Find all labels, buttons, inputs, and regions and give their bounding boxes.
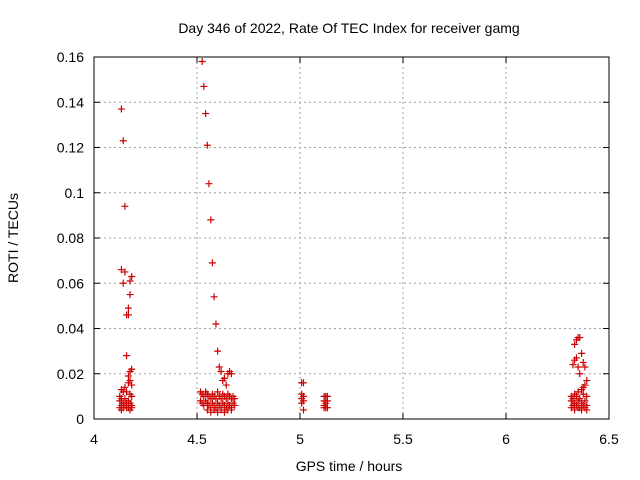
data-point xyxy=(227,370,235,378)
x-tick-label: 4 xyxy=(90,431,98,447)
data-points xyxy=(116,58,591,416)
data-point xyxy=(300,406,308,414)
data-point xyxy=(583,377,591,385)
x-tick-label: 6.5 xyxy=(599,431,619,447)
data-point xyxy=(123,352,131,360)
y-axis: 0 0.02 0.04 0.06 0.08 0.1 0.12 0.14 0.16 xyxy=(57,49,609,427)
data-point xyxy=(119,279,127,287)
data-point xyxy=(124,311,132,319)
data-point xyxy=(576,370,584,378)
data-point xyxy=(571,340,579,348)
data-point xyxy=(215,363,223,371)
data-point xyxy=(214,408,222,416)
x-axis: 4 4.5 5 5.5 6 6.5 xyxy=(90,57,619,447)
data-point xyxy=(205,180,213,188)
data-point xyxy=(581,397,589,405)
data-point xyxy=(576,334,584,342)
data-point xyxy=(220,408,228,416)
data-point xyxy=(117,406,125,414)
data-point xyxy=(207,216,215,224)
y-tick-label: 0.16 xyxy=(57,49,84,65)
data-point xyxy=(220,374,228,382)
x-axis-label: GPS time / hours xyxy=(296,458,403,474)
data-point xyxy=(208,259,216,267)
x-tick-label: 6 xyxy=(502,431,510,447)
data-point xyxy=(583,392,591,400)
x-tick-label: 4.5 xyxy=(187,431,207,447)
data-point xyxy=(583,406,591,414)
y-tick-label: 0.08 xyxy=(57,230,84,246)
data-point xyxy=(121,395,129,403)
data-point xyxy=(126,367,134,375)
data-point xyxy=(581,363,589,371)
data-point xyxy=(579,390,587,398)
y-tick-label: 0.14 xyxy=(57,94,84,110)
plot-frame xyxy=(93,56,610,420)
data-point xyxy=(574,388,582,396)
data-point xyxy=(116,397,124,405)
data-point xyxy=(200,82,208,90)
y-tick-label: 0.1 xyxy=(65,185,85,201)
data-point xyxy=(198,58,206,66)
y-tick-label: 0 xyxy=(76,411,84,427)
x-tick-label: 5.5 xyxy=(393,431,413,447)
y-tick-label: 0.02 xyxy=(57,366,84,382)
y-axis-label: ROTI / TECUs xyxy=(5,193,21,283)
data-point xyxy=(578,349,586,357)
data-point xyxy=(217,367,225,375)
y-tick-label: 0.12 xyxy=(57,140,84,156)
chart-title: Day 346 of 2022, Rate Of TEC Index for r… xyxy=(178,20,519,36)
data-point xyxy=(121,202,129,210)
data-point xyxy=(574,404,582,412)
data-point xyxy=(124,304,132,312)
data-point xyxy=(222,381,230,389)
data-point xyxy=(123,388,131,396)
data-point xyxy=(298,399,306,407)
data-point xyxy=(210,406,218,414)
data-point xyxy=(320,404,328,412)
data-point xyxy=(579,358,587,366)
data-point xyxy=(117,266,125,274)
data-point xyxy=(203,141,211,149)
data-point xyxy=(214,388,222,396)
x-tick-label: 5 xyxy=(296,431,304,447)
data-point xyxy=(121,268,129,276)
data-point xyxy=(574,397,582,405)
data-point xyxy=(571,406,579,414)
data-point xyxy=(574,363,582,371)
data-point xyxy=(227,406,235,414)
data-point xyxy=(202,110,210,118)
data-point xyxy=(212,320,220,328)
data-point xyxy=(214,347,222,355)
data-point xyxy=(578,386,586,394)
data-point xyxy=(300,379,308,387)
data-point xyxy=(203,406,211,414)
data-point xyxy=(231,401,239,409)
data-point xyxy=(210,293,218,301)
data-point xyxy=(323,397,331,405)
data-point xyxy=(569,361,577,369)
data-point xyxy=(128,392,136,400)
data-point xyxy=(124,372,132,380)
data-point xyxy=(571,356,579,364)
data-point xyxy=(126,291,134,299)
data-point xyxy=(128,272,136,280)
y-tick-label: 0.06 xyxy=(57,275,84,291)
y-tick-label: 0.04 xyxy=(57,321,84,337)
data-point xyxy=(117,105,125,113)
data-point xyxy=(128,381,136,389)
data-point xyxy=(121,383,129,391)
data-point xyxy=(126,277,134,285)
data-point xyxy=(119,137,127,145)
grid xyxy=(94,57,609,419)
data-point xyxy=(128,404,136,412)
data-point xyxy=(231,395,239,403)
